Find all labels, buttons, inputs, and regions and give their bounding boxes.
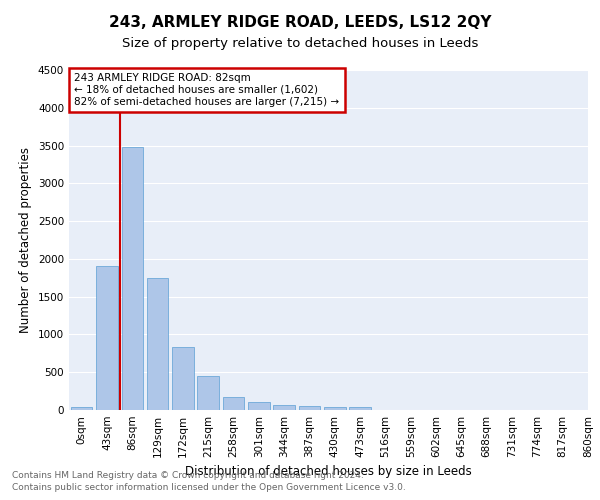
Bar: [197, 376, 219, 410]
Bar: [349, 407, 371, 410]
X-axis label: Distribution of detached houses by size in Leeds: Distribution of detached houses by size …: [185, 466, 472, 478]
Bar: [172, 346, 194, 410]
Bar: [299, 406, 320, 410]
Bar: [248, 402, 269, 410]
Text: 243, ARMLEY RIDGE ROAD, LEEDS, LS12 2QY: 243, ARMLEY RIDGE ROAD, LEEDS, LS12 2QY: [109, 15, 491, 30]
Bar: [274, 406, 295, 410]
Bar: [71, 407, 92, 410]
Text: Contains HM Land Registry data © Crown copyright and database right 2024.: Contains HM Land Registry data © Crown c…: [12, 471, 364, 480]
Text: Contains public sector information licensed under the Open Government Licence v3: Contains public sector information licen…: [12, 484, 406, 492]
Text: Size of property relative to detached houses in Leeds: Size of property relative to detached ho…: [122, 38, 478, 51]
Y-axis label: Number of detached properties: Number of detached properties: [19, 147, 32, 333]
Bar: [324, 407, 346, 410]
Text: 243 ARMLEY RIDGE ROAD: 82sqm
← 18% of detached houses are smaller (1,602)
82% of: 243 ARMLEY RIDGE ROAD: 82sqm ← 18% of de…: [74, 74, 340, 106]
Bar: [122, 147, 143, 410]
Bar: [223, 397, 244, 410]
Bar: [147, 278, 169, 410]
Bar: [96, 266, 118, 410]
